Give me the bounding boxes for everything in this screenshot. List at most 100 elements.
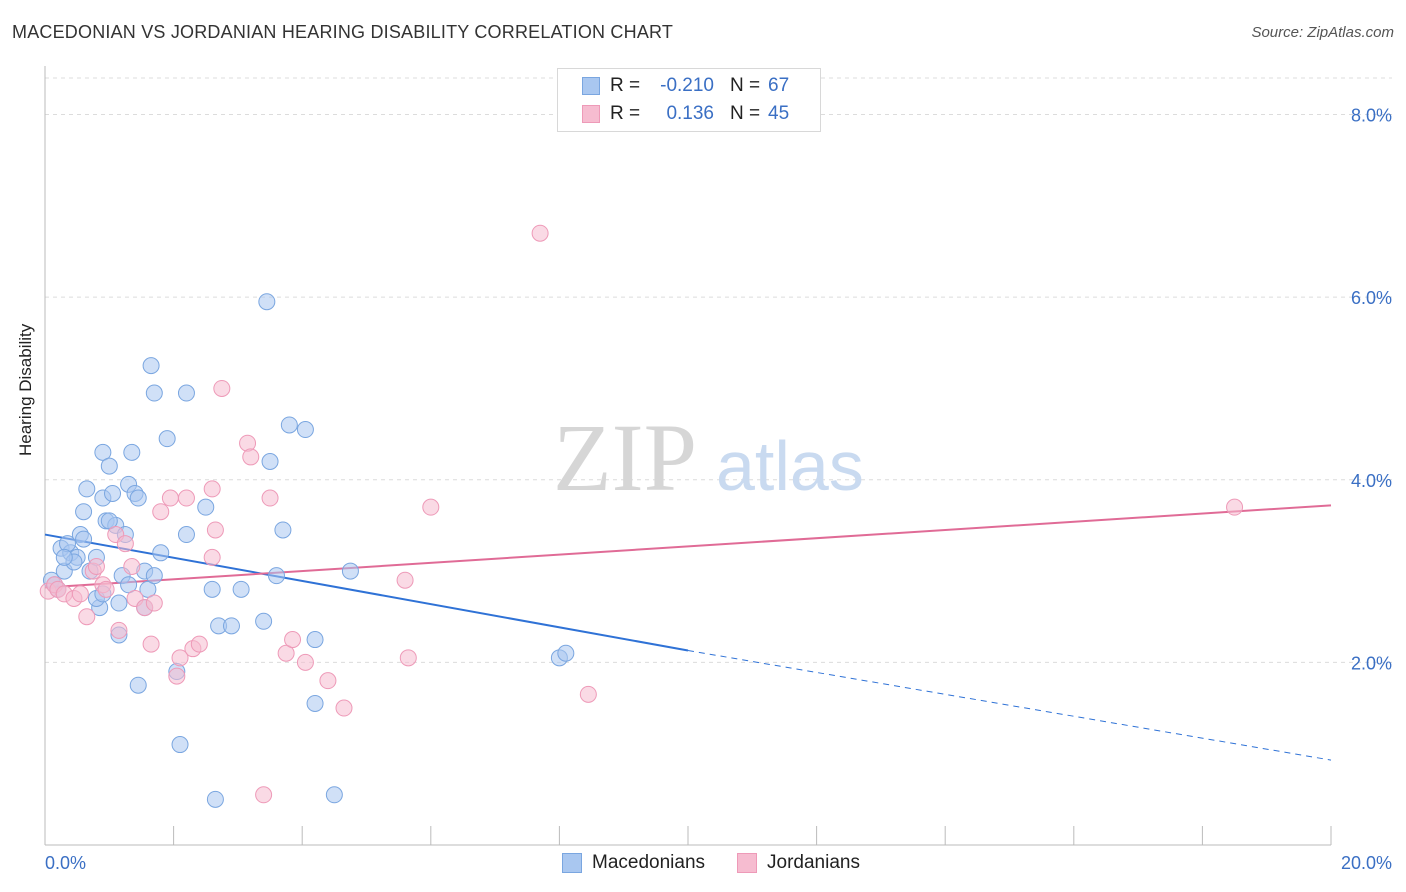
y-tick-label: 6.0% <box>1351 288 1392 308</box>
point-macedonians <box>120 576 138 594</box>
series-swatch-macedonians <box>562 853 582 873</box>
legend-n-label: N = <box>730 75 761 96</box>
point-jordanians <box>319 672 337 690</box>
legend-row-jordanians: R = 0.136 N = 45 <box>582 101 789 127</box>
point-macedonians <box>325 786 343 804</box>
legend-r-value: 0.136 <box>666 103 714 124</box>
point-jordanians <box>277 644 295 662</box>
point-jordanians <box>203 548 221 566</box>
watermark: ZIP atlas <box>553 404 864 511</box>
point-macedonians <box>171 736 189 754</box>
point-macedonians <box>78 480 96 498</box>
point-macedonians <box>75 503 93 521</box>
point-jordanians <box>87 558 105 576</box>
point-macedonians <box>232 580 250 598</box>
x-tick-label: 20.0% <box>1341 853 1392 873</box>
legend-r-label: R = <box>610 103 641 124</box>
point-jordanians <box>1226 498 1244 516</box>
trend-line-jordanians <box>44 504 1332 589</box>
legend-n-value: 45 <box>768 103 790 124</box>
trend-lines <box>44 504 1332 761</box>
watermark-atlas: atlas <box>716 427 864 505</box>
y-tick-label: 8.0% <box>1351 106 1392 126</box>
point-macedonians <box>129 489 147 507</box>
point-macedonians <box>158 430 176 448</box>
series-legend-macedonians: Macedonians <box>562 852 705 874</box>
point-jordanians <box>284 631 302 649</box>
axes <box>44 66 1332 846</box>
series-legend-jordanians: Jordanians <box>737 852 860 874</box>
point-jordanians <box>78 608 96 626</box>
trend-line-macedonians-extension <box>687 650 1332 761</box>
legend-r-value: -0.210 <box>660 75 714 96</box>
y-tick-label: 4.0% <box>1351 471 1392 491</box>
point-jordanians <box>531 224 549 242</box>
series-swatch-jordanians <box>737 853 758 873</box>
legend-n-label: N = <box>730 103 761 124</box>
point-macedonians <box>75 530 93 548</box>
point-macedonians <box>258 293 276 311</box>
point-jordanians <box>396 571 414 589</box>
point-jordanians <box>110 621 128 639</box>
point-macedonians <box>222 617 240 635</box>
point-jordanians <box>422 498 440 516</box>
legend-row-macedonians: R = -0.210 N = 67 <box>582 73 789 99</box>
y-axis-label: Hearing Disability <box>16 323 35 456</box>
point-jordanians <box>206 521 224 539</box>
legend-swatch-jordanians <box>582 105 600 123</box>
point-macedonians <box>94 443 112 461</box>
point-macedonians <box>197 498 215 516</box>
legend-swatch-macedonians <box>582 77 600 95</box>
y-tick-label: 2.0% <box>1351 653 1392 673</box>
point-jordanians <box>116 535 134 553</box>
x-tick-label: 0.0% <box>45 853 86 873</box>
point-macedonians <box>110 594 128 612</box>
series-label-macedonians: Macedonians <box>592 852 706 873</box>
point-macedonians <box>177 526 195 544</box>
point-macedonians <box>296 421 314 439</box>
source-label: Source: ZipAtlas.com <box>1251 24 1394 41</box>
point-macedonians <box>306 694 324 712</box>
point-jordanians <box>171 649 189 667</box>
point-macedonians <box>206 790 224 808</box>
point-jordanians <box>579 685 597 703</box>
chart-title: MACEDONIAN VS JORDANIAN HEARING DISABILI… <box>12 22 674 42</box>
point-jordanians <box>142 635 160 653</box>
tick-labels: 2.0% 4.0% 6.0% 8.0% 0.0% 20.0% <box>45 106 1392 873</box>
point-jordanians <box>255 786 273 804</box>
point-macedonians <box>177 384 195 402</box>
series-label-jordanians: Jordanians <box>767 852 860 873</box>
point-macedonians <box>104 484 122 502</box>
legend-n-value: 67 <box>768 75 790 96</box>
point-macedonians <box>145 384 163 402</box>
point-macedonians <box>145 567 163 585</box>
point-macedonians <box>255 612 273 630</box>
point-jordanians <box>152 503 170 521</box>
point-macedonians <box>267 567 285 585</box>
legend-r-label: R = <box>610 75 641 96</box>
point-macedonians <box>341 562 359 580</box>
point-jordanians <box>145 594 163 612</box>
trend-line-macedonians <box>44 533 689 652</box>
point-macedonians <box>139 580 157 598</box>
data-points <box>39 224 1244 808</box>
point-jordanians <box>123 558 141 576</box>
point-jordanians <box>190 635 208 653</box>
series-legend: Macedonians Jordanians <box>562 852 892 874</box>
point-jordanians <box>213 379 231 397</box>
point-macedonians <box>280 416 298 434</box>
point-macedonians <box>129 676 147 694</box>
point-macedonians <box>100 457 118 475</box>
point-jordanians <box>97 580 115 598</box>
point-macedonians <box>152 544 170 562</box>
point-macedonians <box>261 453 279 470</box>
point-macedonians <box>55 548 73 566</box>
point-jordanians <box>71 585 89 603</box>
point-macedonians <box>100 512 118 530</box>
point-jordanians <box>242 448 260 466</box>
point-jordanians <box>168 667 186 685</box>
point-macedonians <box>142 357 160 375</box>
point-jordanians <box>203 480 221 498</box>
point-jordanians <box>161 489 179 507</box>
